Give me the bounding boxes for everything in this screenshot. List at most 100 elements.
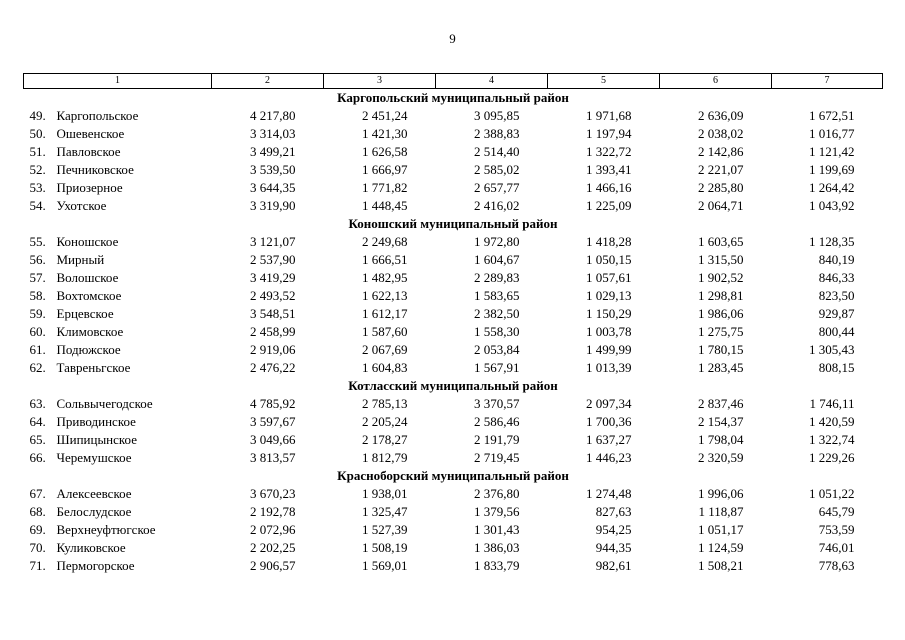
row-name: Приозерное bbox=[56, 180, 123, 195]
row-name: Мирный bbox=[56, 252, 105, 267]
row-number: 61. bbox=[29, 342, 46, 357]
value-cell: 1 315,50 bbox=[698, 252, 744, 267]
value-cell: 1 229,26 bbox=[809, 450, 855, 465]
row-name: Черемушское bbox=[56, 450, 132, 465]
value-cell: 3 499,21 bbox=[250, 144, 296, 159]
value-cell: 1 051,17 bbox=[698, 522, 744, 537]
value-cell: 2 053,84 bbox=[474, 342, 520, 357]
value-cell: 3 049,66 bbox=[250, 432, 296, 447]
value-cell: 1 569,01 bbox=[362, 558, 408, 573]
value-cell: 1 622,13 bbox=[362, 288, 408, 303]
value-cell: 1 833,79 bbox=[474, 558, 520, 573]
row-name: Коношское bbox=[56, 234, 119, 249]
row-name-cell: 58. Вохтомское bbox=[24, 287, 212, 305]
value-cell: 1 798,04 bbox=[698, 432, 744, 447]
value-cell: 2 289,83 bbox=[474, 270, 520, 285]
table-row: 57. Волошское 3 419,29 1 482,95 2 289,83 1 05… bbox=[24, 269, 883, 287]
value-cell: 1 029,13 bbox=[586, 288, 632, 303]
value-cell: 1 902,52 bbox=[698, 270, 744, 285]
value-cell: 3 670,23 bbox=[250, 486, 296, 501]
column-header: 7 bbox=[771, 73, 883, 89]
value-cell: 1 672,51 bbox=[809, 108, 855, 123]
row-name-cell: 51. Павловское bbox=[24, 143, 212, 161]
value-cell: 3 121,07 bbox=[250, 234, 296, 249]
row-name: Пермогорское bbox=[56, 558, 135, 573]
value-cell: 1 264,42 bbox=[809, 180, 855, 195]
value-cell: 1 558,30 bbox=[474, 324, 520, 339]
value-cell: 2 586,46 bbox=[474, 414, 520, 429]
value-cell: 2 178,27 bbox=[362, 432, 408, 447]
table-row: 56. Мирный 2 537,90 1 666,51 1 604,67 1 050,1… bbox=[24, 251, 883, 269]
section-header-row: Красноборский муниципальный район bbox=[24, 467, 883, 485]
row-number: 65. bbox=[29, 432, 46, 447]
table-row: 52. Печниковское 3 539,50 1 666,97 2 585,02 1… bbox=[24, 161, 883, 179]
row-name: Вохтомское bbox=[56, 288, 122, 303]
value-cell: 1 418,28 bbox=[586, 234, 632, 249]
table-row: 67. Алексеевское 3 670,23 1 938,01 2 376,80 1… bbox=[24, 485, 883, 503]
section-header-row: Котласский муниципальный район bbox=[24, 377, 883, 395]
value-cell: 2 837,46 bbox=[698, 396, 744, 411]
table-row: 68. Белослудское 2 192,78 1 325,47 1 379,56 8… bbox=[24, 503, 883, 521]
value-cell: 1 013,39 bbox=[586, 360, 632, 375]
row-name-cell: 62. Тавреньгское bbox=[24, 359, 212, 377]
row-name-cell: 67. Алексеевское bbox=[24, 485, 212, 503]
row-name-cell: 55. Коношское bbox=[24, 233, 212, 251]
row-number: 63. bbox=[29, 396, 46, 411]
column-header: 6 bbox=[659, 73, 772, 89]
value-cell: 1 150,29 bbox=[586, 306, 632, 321]
row-number: 70. bbox=[29, 540, 46, 555]
value-cell: 944,35 bbox=[595, 540, 632, 555]
row-name-cell: 49. Каргопольское bbox=[24, 107, 212, 125]
value-cell: 1 666,97 bbox=[362, 162, 408, 177]
row-name-cell: 54. Ухотское bbox=[24, 197, 212, 215]
value-cell: 840,19 bbox=[818, 252, 855, 267]
value-cell: 800,44 bbox=[818, 324, 855, 339]
value-cell: 954,25 bbox=[595, 522, 632, 537]
value-cell: 1 225,09 bbox=[586, 198, 632, 213]
value-cell: 2 636,09 bbox=[698, 108, 744, 123]
row-name-cell: 63. Сольвычегодское bbox=[24, 395, 212, 413]
value-cell: 1 283,45 bbox=[698, 360, 744, 375]
value-cell: 753,59 bbox=[818, 522, 855, 537]
row-number: 56. bbox=[29, 252, 46, 267]
value-cell: 808,15 bbox=[818, 360, 855, 375]
page-number: 9 bbox=[449, 31, 456, 46]
row-name-cell: 70. Куликовское bbox=[24, 539, 212, 557]
value-cell: 2 221,07 bbox=[698, 162, 744, 177]
value-cell: 1 603,65 bbox=[698, 234, 744, 249]
table-row: 49. Каргопольское 4 217,80 2 451,24 3 095,85… bbox=[24, 107, 883, 125]
column-header: 5 bbox=[547, 73, 660, 89]
value-cell: 2 382,50 bbox=[474, 306, 520, 321]
row-name: Сольвычегодское bbox=[56, 396, 153, 411]
value-cell: 1 971,68 bbox=[586, 108, 632, 123]
row-name-cell: 57. Волошское bbox=[24, 269, 212, 287]
value-cell: 1 508,19 bbox=[362, 540, 408, 555]
row-name: Климовское bbox=[56, 324, 124, 339]
value-cell: 3 548,51 bbox=[250, 306, 296, 321]
value-cell: 2 067,69 bbox=[362, 342, 408, 357]
value-cell: 1 121,42 bbox=[809, 144, 855, 159]
row-number: 64. bbox=[29, 414, 46, 429]
table-row: 61. Подюжское 2 919,06 2 067,69 2 053,84 1 49… bbox=[24, 341, 883, 359]
table-row: 55. Коношское 3 121,07 2 249,68 1 972,80 1 41… bbox=[24, 233, 883, 251]
value-cell: 1 567,91 bbox=[474, 360, 520, 375]
value-cell: 2 192,78 bbox=[250, 504, 296, 519]
row-name-cell: 56. Мирный bbox=[24, 251, 212, 269]
row-name-cell: 65. Шипицынское bbox=[24, 431, 212, 449]
value-cell: 2 205,24 bbox=[362, 414, 408, 429]
value-cell: 2 537,90 bbox=[250, 252, 296, 267]
row-name-cell: 61. Подюжское bbox=[24, 341, 212, 359]
column-header: 4 bbox=[435, 73, 548, 89]
value-cell: 1 322,72 bbox=[586, 144, 632, 159]
table-row: 69. Верхнеуфтюгское 2 072,96 1 527,39 1 301,… bbox=[24, 521, 883, 539]
value-cell: 2 072,96 bbox=[250, 522, 296, 537]
table-row: 71. Пермогорское 2 906,57 1 569,01 1 833,79 9… bbox=[24, 557, 883, 575]
value-cell: 2 388,83 bbox=[474, 126, 520, 141]
value-cell: 1 626,58 bbox=[362, 144, 408, 159]
row-name: Алексеевское bbox=[56, 486, 132, 501]
value-cell: 1 275,75 bbox=[698, 324, 744, 339]
value-cell: 1 051,22 bbox=[809, 486, 855, 501]
